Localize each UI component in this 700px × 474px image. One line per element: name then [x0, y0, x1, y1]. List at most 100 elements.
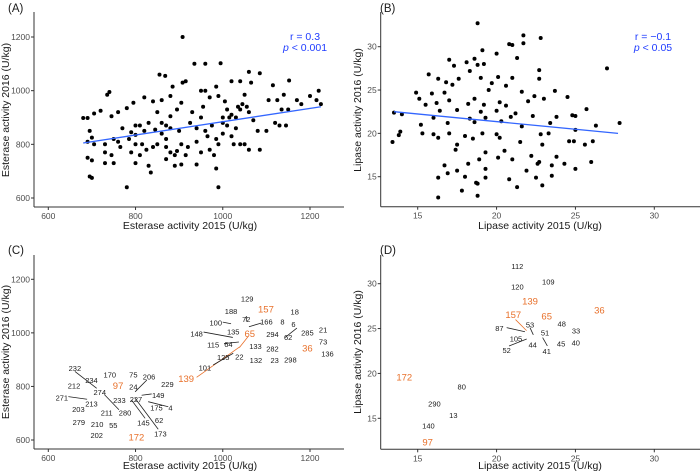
data-point [170, 84, 175, 89]
p-value-annotation: p < 0.001 [282, 42, 327, 54]
y-tick-label: 15 [367, 172, 377, 182]
data-point [308, 94, 312, 98]
data-point [194, 139, 199, 144]
data-point [442, 90, 447, 95]
data-point [521, 41, 526, 46]
label-leader-line [508, 338, 527, 347]
data-point [144, 147, 149, 152]
x-tick-label: 1200 [301, 211, 320, 221]
data-point [172, 153, 177, 158]
data-point [153, 127, 158, 132]
label-leader-line [212, 352, 234, 366]
sample-label: 271 [56, 393, 69, 402]
sample-label: 173 [154, 429, 167, 438]
x-tick-label: 800 [128, 453, 142, 463]
highlighted-sample-label: 139 [178, 374, 194, 385]
data-point [175, 107, 179, 112]
highlighted-sample-label: 97 [113, 381, 124, 392]
data-point [398, 129, 403, 134]
data-point [316, 88, 321, 93]
data-point [436, 135, 441, 140]
sample-label: 282 [266, 344, 279, 353]
data-point [249, 80, 254, 85]
label-leader-line [131, 399, 146, 419]
data-point [257, 147, 262, 152]
data-point [172, 163, 177, 168]
data-point [504, 83, 508, 88]
data-point [483, 175, 488, 180]
y-tick-label: 25 [367, 324, 377, 334]
y-axis-title: Esterase activity 2016 (U/kg) [0, 43, 12, 177]
data-point [92, 142, 97, 147]
data-point [464, 60, 469, 65]
highlighted-sample-label: 172 [128, 432, 144, 443]
data-point [142, 95, 147, 100]
data-point [489, 81, 494, 86]
sample-label: 166 [260, 317, 273, 326]
data-point [107, 90, 112, 94]
data-point [89, 158, 94, 163]
sample-label: 175 [150, 403, 163, 412]
data-point [214, 84, 219, 89]
data-point [481, 62, 486, 66]
data-point [257, 71, 262, 76]
r-value-annotation: r = −0.1 [635, 31, 671, 43]
y-tick-label: 600 [16, 193, 30, 203]
data-point [140, 142, 145, 147]
y-tick-label: 30 [367, 42, 377, 52]
sample-label: 73 [319, 338, 327, 347]
data-point [549, 163, 554, 168]
data-point [286, 107, 291, 112]
label-leader-line [284, 327, 298, 338]
data-point [519, 89, 524, 94]
data-point [554, 114, 559, 119]
y-axis-title: Esterase activity 2016 (U/kg) [0, 285, 12, 419]
label-leader-line [506, 327, 526, 333]
data-point [127, 137, 131, 141]
data-point [494, 108, 499, 113]
y-axis-title: Lipase activity 2016 (U/kg) [352, 48, 364, 172]
data-point [510, 157, 515, 162]
label-leader-line [222, 321, 232, 325]
data-point [179, 142, 184, 147]
sample-label: 33 [572, 327, 580, 336]
data-point [475, 181, 480, 186]
sample-label: 133 [249, 342, 262, 351]
y-tick-label: 20 [367, 128, 377, 138]
label-leader-line [224, 341, 239, 344]
data-point [417, 96, 422, 101]
data-point [540, 183, 545, 188]
data-point [255, 128, 260, 133]
data-point [538, 36, 543, 40]
sample-label: 285 [301, 329, 314, 338]
data-point [534, 175, 538, 180]
sample-label: 294 [266, 330, 279, 339]
data-point [496, 75, 501, 79]
data-point [142, 128, 147, 133]
data-point [216, 142, 221, 147]
y-tick-label: 1000 [11, 86, 30, 96]
data-point [455, 142, 460, 147]
data-point [399, 112, 404, 117]
data-point [216, 94, 221, 98]
data-point [233, 126, 238, 131]
data-point [146, 120, 151, 125]
data-point [131, 100, 136, 105]
data-point [137, 123, 142, 128]
data-point [429, 91, 434, 96]
data-point [299, 102, 304, 107]
data-point [470, 136, 475, 141]
sample-label: 41 [543, 347, 551, 356]
data-point [287, 78, 292, 83]
highlighted-sample-label: 65 [541, 312, 552, 323]
y-tick-label: 20 [367, 368, 377, 378]
data-point [478, 75, 483, 80]
data-point [537, 68, 542, 73]
sample-label: 64 [224, 340, 232, 349]
data-point [183, 153, 188, 158]
data-point [434, 101, 439, 105]
data-point [281, 92, 286, 97]
data-point [199, 88, 203, 93]
data-point [570, 113, 575, 118]
data-point [203, 88, 208, 93]
